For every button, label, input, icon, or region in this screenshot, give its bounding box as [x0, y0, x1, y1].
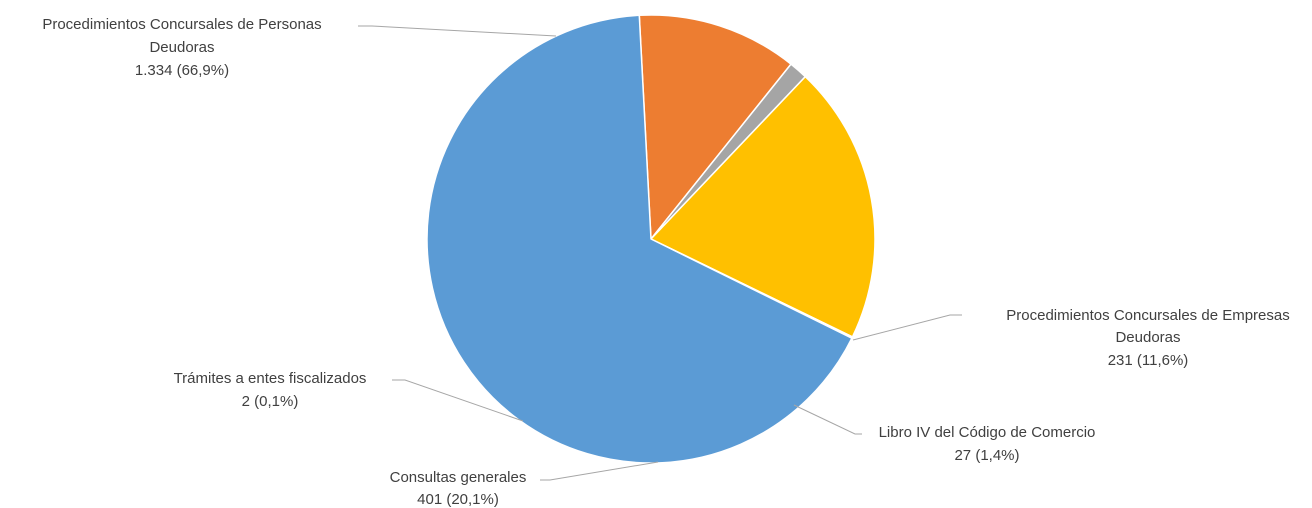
data-label-libro-iv-name: Libro IV del Código de Comercio — [879, 424, 1096, 441]
data-label-libro-iv-value: 27 (1,4%) — [954, 447, 1019, 464]
data-labels: Procedimientos Concursales de Empresas D… — [42, 16, 1289, 508]
pie-slice-4 — [426, 14, 853, 464]
pie-slice-0 — [638, 14, 792, 240]
pie-slice-2 — [650, 75, 876, 338]
data-label-tramites-value: 2 (0,1%) — [242, 393, 299, 410]
data-label-empresas-name-1: Procedimientos Concursales de Empresas — [1006, 307, 1289, 324]
leader-line-empresas — [852, 314, 962, 341]
leader-line-personas — [358, 25, 557, 37]
data-label-consultas-value: 401 (20,1%) — [417, 491, 499, 508]
leader-line-libro-iv — [793, 404, 862, 435]
data-label-tramites-name: Trámites a entes fiscalizados — [174, 370, 367, 387]
data-label-empresas-name-2: Deudoras — [1115, 329, 1180, 346]
data-label-consultas-name: Consultas generales — [390, 469, 527, 486]
pie-slices — [426, 14, 876, 464]
leader-line-tramites — [392, 379, 524, 422]
data-label-personas-name-2: Deudoras — [149, 39, 214, 56]
data-label-empresas-value: 231 (11,6%) — [1108, 352, 1189, 369]
data-label-personas-name-1: Procedimientos Concursales de Personas — [42, 16, 321, 33]
leader-lines — [358, 25, 962, 481]
leader-line-consultas — [540, 461, 659, 481]
data-label-personas-value: 1.334 (66,9%) — [135, 62, 229, 79]
